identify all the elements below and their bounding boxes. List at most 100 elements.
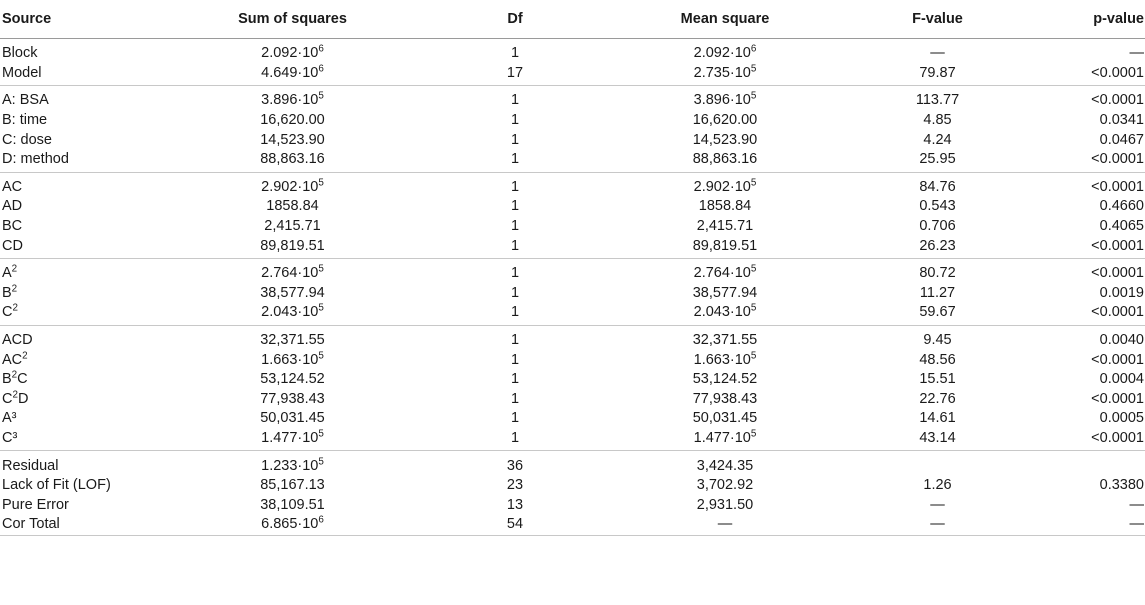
cell-text: 1858.84	[266, 198, 319, 215]
cell-f-value: 48.56	[919, 351, 956, 368]
cell-p-value: <0.0001	[1035, 63, 1145, 87]
cell-p-value: <0.0001	[1091, 351, 1144, 368]
cell-text: AD	[2, 198, 23, 215]
cell-text: —	[717, 516, 733, 533]
cell-df: 1	[510, 265, 520, 282]
superscript: 5	[750, 91, 757, 103]
cell-text: Block	[2, 45, 38, 62]
table-row: Block 2.092·106 1 2.092·106— —	[0, 39, 1145, 64]
cell-f-value: 59.67	[840, 303, 1035, 326]
superscript: 2	[22, 350, 28, 362]
cell-text: 77,938.43	[260, 390, 325, 407]
cell-mean-square: 38,577.94	[610, 284, 840, 304]
header-f-value: F-value	[840, 0, 1035, 39]
cell-text: 2.764·10	[261, 265, 319, 282]
cell-p-value: 0.0005	[1099, 410, 1144, 427]
anova-table: Source Sum of squares Df Mean square F-v…	[0, 0, 1145, 536]
cell-f-value: 26.23	[840, 236, 1035, 259]
cell-df: 1	[510, 284, 520, 301]
table-row: Pure Error 38,109.51 13 2,931.50 — —	[0, 495, 1145, 515]
cell-text: 2.764·10	[693, 265, 751, 282]
cell-text: 32,371.55	[692, 332, 758, 349]
cell-text: 38,109.51	[260, 496, 325, 513]
cell-text: C	[2, 304, 13, 321]
cell-mean-square: 2.092·106	[610, 39, 840, 64]
superscript: 5	[750, 63, 757, 75]
superscript: 6	[318, 43, 324, 55]
cell-f-value: 113.77	[915, 92, 960, 109]
cell-text: 77,938.43	[692, 390, 758, 407]
superscript: 2	[11, 283, 18, 295]
cell-sum-of-squares: 1858.84	[165, 197, 420, 217]
cell-text: 89,819.51	[692, 237, 758, 254]
cell-sum-of-squares: 53,124.52	[165, 370, 420, 390]
cell-sum-of-squares: 14,523.90	[165, 130, 420, 150]
cell-p-value: <0.0001	[1091, 390, 1144, 407]
cell-text: 6.865·10	[261, 516, 319, 533]
cell-p-value: <0.0001	[1035, 428, 1145, 452]
cell-mean-square: 3.896·105	[610, 86, 840, 111]
cell-mean-square: 16,620.00	[610, 111, 840, 131]
cell-text: 14,523.90	[692, 131, 758, 148]
cell-mean-square: 50,031.45	[610, 409, 840, 429]
table-row: C2 2.043·105 1 2.043·105 59.67 <0.0001	[0, 303, 1145, 326]
cell-source: Pure Error	[0, 495, 165, 515]
cell-p-value: <0.0001	[1035, 149, 1145, 173]
cell-f-value: 1.26	[923, 477, 952, 494]
superscript: 5	[750, 428, 757, 440]
cell-df: 1	[510, 198, 520, 215]
superscript: 5	[318, 428, 324, 440]
cell-text: 53,124.52	[260, 371, 325, 388]
cell-df: 1	[510, 371, 520, 388]
cell-f-value: 79.87	[840, 63, 1035, 87]
cell-text: 4.649·10	[261, 64, 319, 81]
cell-mean-square: —	[610, 515, 840, 536]
cell-p-value: <0.0001	[1091, 92, 1144, 109]
cell-p-value: <0.0001	[1091, 178, 1144, 195]
cell-source: Block	[0, 39, 165, 64]
cell-text: 88,863.16	[260, 151, 325, 168]
table-row: Cor Total 6.865·106 54— — —	[0, 515, 1145, 536]
cell-text: 16,620.00	[260, 112, 325, 129]
cell-mean-square: 53,124.52	[610, 370, 840, 390]
cell-text: ACD	[2, 332, 33, 349]
table-row: A³ 50,031.45 1 50,031.45 14.61 0.0005	[0, 409, 1145, 429]
cell-text: Pure Error	[2, 496, 69, 513]
cell-f-value: 4.85	[923, 112, 952, 129]
table-row: A: BSA 3.896·105 1 3.896·105 113.77 <0.0001	[0, 86, 1145, 111]
cell-source: Model	[0, 63, 165, 87]
cell-df: 1	[510, 410, 520, 427]
cell-text: A: BSA	[2, 92, 49, 109]
table-header: Source Sum of squares Df Mean square F-v…	[0, 0, 1145, 39]
cell-text: 2.092·10	[693, 45, 751, 62]
cell-text: AC	[2, 351, 23, 368]
cell-df: 36	[506, 457, 524, 474]
cell-sum-of-squares: 1.663·105	[165, 350, 420, 370]
header-df: Df	[420, 0, 610, 39]
cell-text: A	[2, 265, 12, 282]
cell-mean-square: 14,523.90	[610, 130, 840, 150]
cell-source: AD	[0, 197, 165, 217]
cell-text: 3,424.35	[696, 457, 754, 474]
cell-source: Residual	[0, 451, 165, 476]
cell-source: Lack of Fit (LOF)	[0, 476, 165, 496]
cell-text: 89,819.51	[260, 237, 325, 254]
cell-text: 3,702.92	[696, 477, 754, 494]
table-row: D: method 88,863.16 1 88,863.16 25.95 <0.0001	[0, 149, 1145, 173]
superscript: 5	[318, 303, 324, 314]
cell-p-value: 0.0019	[1099, 284, 1144, 301]
cell-source: A: BSA	[0, 86, 165, 111]
cell-f-value: 14.61	[919, 410, 956, 427]
cell-text: 2.092·10	[261, 45, 319, 62]
cell-text: 50,031.45	[260, 410, 325, 427]
cell-sum-of-squares: 85,167.13	[165, 476, 420, 496]
cell-f-value: 0.706	[919, 218, 956, 235]
table-row: B2 38,577.94 1 38,577.94 11.27 0.0019	[0, 284, 1145, 304]
cell-f-value: 0.543	[919, 198, 956, 215]
cell-text: 2.902·10	[261, 178, 319, 195]
cell-text: 1858.84	[698, 198, 752, 215]
cell-text: 32,371.55	[260, 332, 325, 349]
cell-f-value: 9.45	[923, 332, 952, 349]
cell-df: 1	[510, 390, 520, 407]
cell-source: D: method	[0, 149, 165, 173]
